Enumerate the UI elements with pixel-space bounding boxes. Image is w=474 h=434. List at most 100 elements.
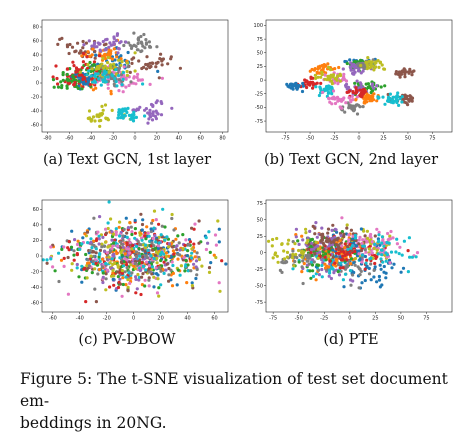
scatter-point xyxy=(147,264,151,268)
scatter-point xyxy=(90,246,94,250)
scatter-point xyxy=(159,246,163,250)
scatter-point xyxy=(344,232,348,236)
scatter-point xyxy=(159,52,163,56)
scatter-point xyxy=(165,235,169,239)
scatter-point xyxy=(137,278,141,282)
scatter-point xyxy=(375,84,379,88)
scatter-point xyxy=(97,234,101,238)
scatter-point xyxy=(384,276,388,280)
x-tick-label: 0 xyxy=(133,136,136,142)
scatter-point xyxy=(176,268,180,272)
scatter-point xyxy=(197,257,202,262)
scatter-point xyxy=(92,254,96,258)
scatter-point xyxy=(179,264,183,268)
scatter-point xyxy=(178,66,182,70)
scatter-point xyxy=(348,278,353,282)
scatter-point xyxy=(402,100,406,104)
y-tick-label: -25 xyxy=(255,267,263,273)
x-tick-label: 60 xyxy=(211,316,217,322)
scatter-point xyxy=(149,244,154,248)
y-tick-label: 0 xyxy=(260,250,263,256)
scatter-point xyxy=(98,64,102,68)
y-tick-label: -60 xyxy=(31,123,39,129)
scatter-point xyxy=(112,47,116,51)
scatter-point xyxy=(143,46,147,50)
scatter-point xyxy=(159,100,163,104)
scatter-point xyxy=(300,89,305,94)
scatter-point xyxy=(365,240,369,244)
scatter-point xyxy=(320,226,324,230)
scatter-point xyxy=(342,235,346,239)
subcaption-b: (b) Text GCN, 2nd layer xyxy=(263,152,439,168)
scatter-point xyxy=(160,63,164,67)
scatter-point xyxy=(314,221,318,225)
scatter-point xyxy=(131,81,135,85)
scatter-point xyxy=(129,263,133,267)
scatter-point xyxy=(70,262,74,266)
scatter-point xyxy=(342,285,346,289)
scatter-point xyxy=(129,80,133,84)
scatter-point xyxy=(172,228,176,232)
figure-caption-line1: Figure 5: The t-SNE visualization of tes… xyxy=(20,370,448,410)
scatter-point xyxy=(291,267,295,271)
scatter-point xyxy=(110,73,114,77)
scatter-point xyxy=(379,267,383,271)
scatter-point xyxy=(352,72,356,76)
scatter-point xyxy=(341,254,345,258)
scatter-point xyxy=(184,258,188,262)
scatter-point xyxy=(102,71,107,75)
scatter-point xyxy=(343,110,347,114)
scatter-point xyxy=(311,224,315,228)
scatter-point xyxy=(327,244,331,248)
scatter-point xyxy=(342,72,346,76)
scatter-point xyxy=(207,230,211,234)
scatter-point xyxy=(104,116,108,120)
scatter-point xyxy=(306,238,310,242)
scatter-point xyxy=(126,50,130,55)
scatter-point xyxy=(94,300,98,304)
scatter-point xyxy=(322,248,326,252)
x-tick-label: 20 xyxy=(154,136,160,142)
scatter-point xyxy=(108,285,112,289)
scatter-point xyxy=(112,62,116,66)
scatter-point xyxy=(139,41,143,45)
scatter-point xyxy=(147,284,151,288)
scatter-point xyxy=(82,43,86,47)
scatter-point xyxy=(110,230,114,234)
scatter-point xyxy=(177,241,181,245)
scatter-point xyxy=(90,53,94,57)
scatter-point xyxy=(143,278,147,282)
scatter-point xyxy=(119,260,123,264)
scatter-point xyxy=(204,236,208,240)
scatter-point xyxy=(54,64,58,68)
scatter-point xyxy=(125,263,129,267)
scatter-point xyxy=(365,67,369,71)
scatter-point xyxy=(136,41,140,46)
scatter-point xyxy=(331,255,335,259)
scatter-point xyxy=(117,78,121,82)
scatter-point xyxy=(111,232,116,236)
scatter-point xyxy=(394,250,398,254)
scatter-point xyxy=(125,231,129,235)
scatter-point xyxy=(375,227,379,231)
scatter-point xyxy=(367,252,371,256)
scatter-point xyxy=(103,103,108,107)
scatter-point xyxy=(327,91,331,95)
scatter-point xyxy=(370,240,374,244)
scatter-point xyxy=(365,264,369,268)
scatter-point xyxy=(144,38,148,42)
scatter-point xyxy=(71,74,75,78)
scatter-point xyxy=(155,256,159,260)
scatter-point xyxy=(327,250,331,254)
scatter-point xyxy=(333,67,337,71)
scatter-point xyxy=(157,265,161,269)
scatter-point xyxy=(170,212,174,217)
scatter-point xyxy=(118,256,122,260)
scatter-point xyxy=(296,84,300,88)
scatter-point xyxy=(146,121,150,125)
scatter-point xyxy=(127,41,131,45)
scatter-point xyxy=(306,256,310,260)
scatter-point xyxy=(364,261,368,265)
scatter-point xyxy=(217,227,221,231)
scatter-point xyxy=(337,251,341,256)
